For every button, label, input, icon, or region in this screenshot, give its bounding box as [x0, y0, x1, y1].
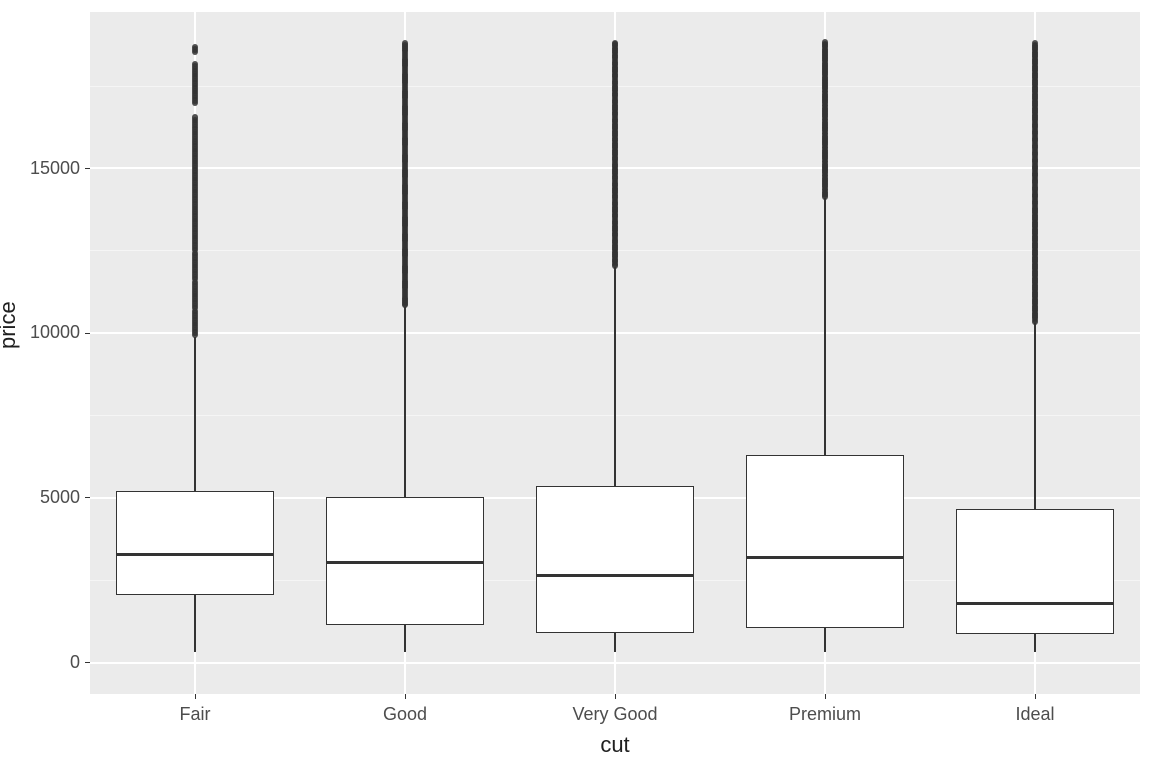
- whisker: [194, 595, 196, 651]
- box: [116, 491, 274, 595]
- whisker: [194, 337, 196, 492]
- x-tick-label: Premium: [789, 704, 861, 725]
- y-tick-label: 10000: [30, 322, 80, 343]
- y-tick: [85, 497, 90, 498]
- outlier-point: [192, 114, 198, 120]
- box: [536, 486, 694, 633]
- whisker: [404, 307, 406, 497]
- y-axis-title: price: [0, 301, 21, 353]
- median-line: [536, 574, 694, 577]
- whisker: [824, 198, 826, 455]
- y-tick-label: 15000: [30, 158, 80, 179]
- x-tick: [405, 694, 406, 699]
- y-tick: [85, 662, 90, 663]
- outlier-point: [822, 39, 828, 45]
- x-tick: [1035, 694, 1036, 699]
- y-tick: [85, 168, 90, 169]
- whisker: [404, 625, 406, 652]
- whisker: [1034, 634, 1036, 652]
- x-tick-label: Fair: [180, 704, 211, 725]
- whisker: [614, 633, 616, 652]
- median-line: [746, 556, 904, 559]
- whisker: [614, 267, 616, 485]
- median-line: [956, 602, 1114, 605]
- x-tick-label: Good: [383, 704, 427, 725]
- box: [956, 509, 1114, 634]
- x-tick: [615, 694, 616, 699]
- x-axis-title: cut: [600, 732, 629, 758]
- outlier-point: [402, 40, 408, 46]
- whisker: [824, 628, 826, 652]
- box: [746, 455, 904, 628]
- x-tick: [195, 694, 196, 699]
- x-tick-label: Very Good: [572, 704, 657, 725]
- whisker: [1034, 323, 1036, 508]
- y-tick-label: 0: [70, 652, 80, 673]
- outlier-point: [612, 40, 618, 46]
- y-tick: [85, 333, 90, 334]
- x-tick-label: Ideal: [1015, 704, 1054, 725]
- median-line: [116, 553, 274, 556]
- boxplot-chart: 0 5000 10000 15000 Fair Good Very Good Premium…: [0, 0, 1152, 768]
- y-tick-label: 5000: [40, 487, 80, 508]
- x-tick: [825, 694, 826, 699]
- median-line: [326, 561, 484, 564]
